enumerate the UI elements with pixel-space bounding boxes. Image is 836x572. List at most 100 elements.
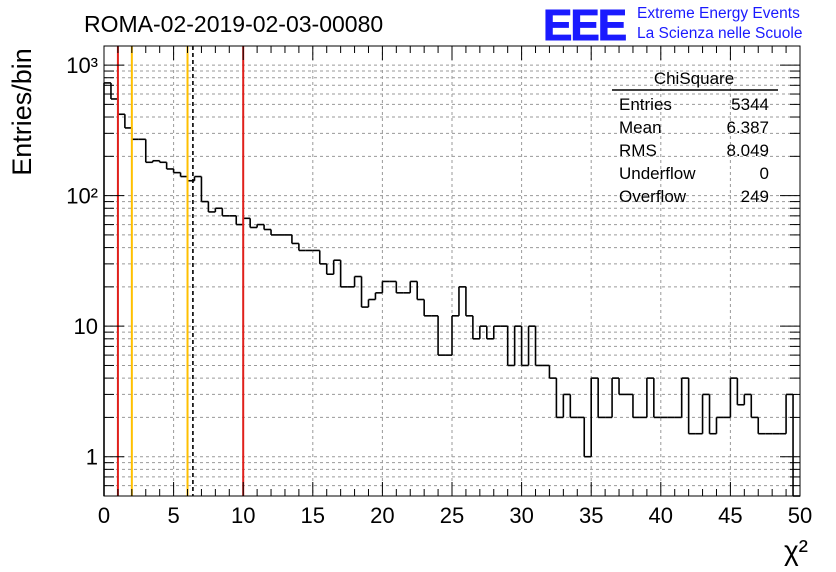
histogram-bin (597, 378, 606, 419)
stats-value: 8.049 (726, 141, 769, 160)
histogram-bin (270, 229, 278, 236)
x-tick-label: 15 (301, 503, 325, 528)
stats-label: Overflow (619, 187, 687, 206)
histogram-bin (298, 243, 306, 252)
histogram-bin (701, 393, 710, 434)
histogram-bin (256, 223, 265, 228)
histogram-bin (513, 325, 522, 366)
histogram-bin (374, 292, 383, 300)
y-axis-label: Entries/bin (7, 48, 37, 176)
histogram-bin (785, 393, 794, 434)
histogram-bin (207, 201, 216, 213)
eee-logo-text: EEE (543, 1, 626, 50)
histogram-bin (353, 275, 362, 287)
eee-logo: EEE Extreme Energy Events La Scienza nel… (543, 1, 803, 51)
org-name-line2: La Scienza nelle Scuole (637, 25, 802, 42)
y-tick-label: 1 (86, 445, 98, 470)
histogram-bin (221, 208, 230, 217)
histogram-bin (416, 281, 425, 301)
stats-value: 249 (741, 187, 769, 206)
stats-box-title: ChiSquare (654, 69, 734, 88)
histogram-bin (179, 172, 188, 178)
histogram-bin (409, 280, 418, 293)
histogram-bin (214, 207, 223, 212)
x-tick-label: 5 (167, 503, 179, 528)
run-title: ROMA-02-2019-02-03-00080 (84, 11, 383, 37)
histogram-bin (534, 326, 543, 367)
histogram-bin (750, 394, 759, 419)
histogram-bin (611, 377, 620, 418)
histogram-bin (472, 315, 480, 340)
histogram-bin (124, 114, 132, 129)
histogram-bin (506, 326, 515, 367)
stats-label: Mean (619, 118, 662, 137)
histogram-bin (158, 160, 167, 164)
histogram-bin (618, 378, 626, 396)
histogram-bin (492, 325, 501, 339)
axis-ticks (103, 46, 801, 497)
x-tick-label: 10 (231, 503, 255, 528)
histogram-bin (465, 286, 473, 317)
histogram-bin (520, 326, 529, 367)
histogram-bin (249, 218, 258, 229)
histogram-bin (653, 378, 661, 419)
histogram-bin (200, 176, 209, 203)
stats-value: 0 (760, 164, 769, 183)
x-tick-label: 50 (788, 503, 812, 528)
x-axis-label: χ² (784, 535, 808, 566)
org-name-line1: Extreme Energy Events (637, 5, 800, 22)
x-tick-label: 40 (649, 503, 673, 528)
histogram-bin (632, 394, 640, 419)
histogram-bin (291, 234, 299, 245)
histogram-bin (165, 162, 174, 170)
histogram-bin (332, 259, 341, 275)
histogram-bin (729, 377, 738, 418)
histogram-bin (715, 416, 724, 434)
histogram-bin (485, 326, 494, 340)
x-tick-label: 25 (440, 503, 464, 528)
histogram-bin (562, 393, 571, 418)
histogram-bin (687, 378, 696, 435)
y-tick-label: 10² (66, 184, 98, 209)
histogram-bin (318, 250, 327, 265)
histogram-bin (527, 325, 536, 366)
histogram-bin (193, 175, 202, 181)
histogram-bin (708, 394, 717, 435)
histogram-bin (367, 298, 376, 308)
stats-label: RMS (619, 141, 657, 160)
histogram-bin (103, 82, 111, 496)
histogram-bin (569, 394, 578, 419)
histogram-bin (151, 159, 160, 163)
y-tick-label: 10 (74, 314, 98, 339)
histogram-bin (458, 286, 466, 316)
histogram-bin (117, 98, 125, 116)
histogram-bin (792, 394, 800, 497)
histogram-bin (172, 168, 181, 174)
histogram-bin (325, 263, 334, 276)
histogram-bin (451, 315, 459, 356)
x-tick-labels: 0 5 10 15 20 25 30 35 40 45 50 (98, 503, 812, 528)
stats-value: 5344 (731, 95, 769, 114)
histogram-bin (736, 378, 745, 406)
histogram-bin (263, 224, 272, 231)
x-tick-label: 0 (98, 503, 110, 528)
x-tick-label: 20 (370, 503, 394, 528)
histogram-bin (395, 281, 404, 294)
histogram-bin (680, 377, 689, 418)
histogram-bin (646, 377, 654, 418)
histogram-bin (583, 417, 592, 458)
histogram-bin (479, 325, 487, 339)
grid (104, 46, 800, 496)
histogram-bin (757, 417, 766, 435)
x-tick-label: 35 (579, 503, 603, 528)
histogram-bin (242, 217, 251, 225)
stats-box: ChiSquare Entries 5344 Mean 6.387 RMS 8.049 Un… (612, 69, 778, 206)
x-tick-label: 30 (509, 503, 533, 528)
histogram-bin (590, 377, 599, 457)
cut-lines (116, 46, 245, 496)
histogram-bin (555, 378, 564, 419)
x-tick-label: 45 (718, 503, 742, 528)
stats-rows: Entries 5344 Mean 6.387 RMS 8.049 Underflow 0 Ov… (619, 95, 769, 206)
y-tick-label: 10³ (66, 53, 98, 78)
